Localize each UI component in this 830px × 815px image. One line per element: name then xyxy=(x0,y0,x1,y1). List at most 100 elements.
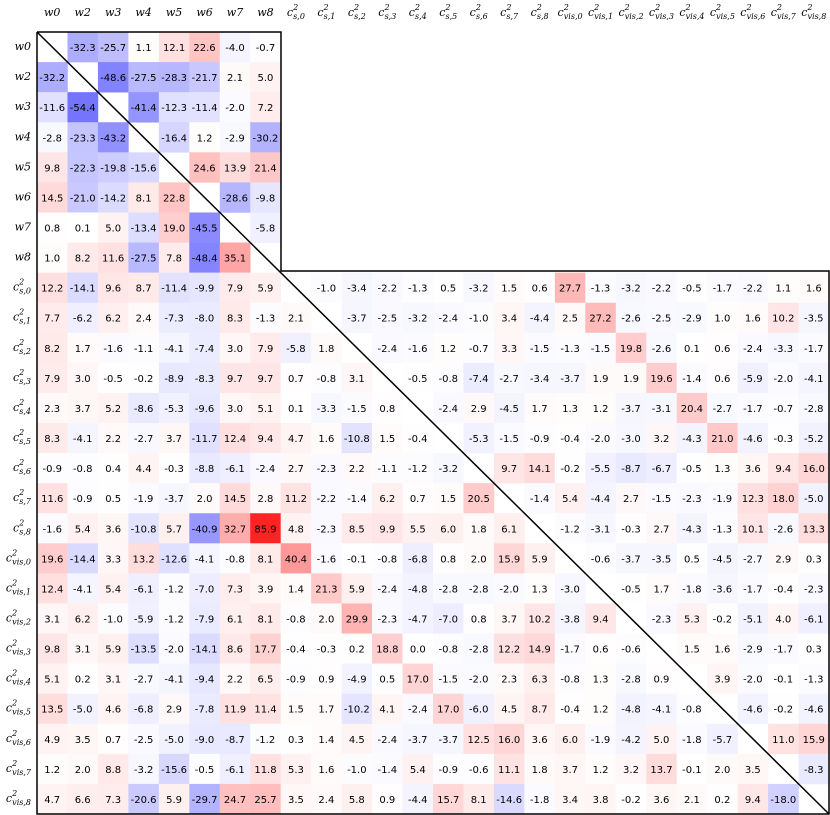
cell-value: -6.0 xyxy=(469,705,489,716)
cell xyxy=(67,152,99,183)
cell xyxy=(97,483,129,514)
cell-value: -1.4 xyxy=(347,494,367,505)
cell-value: 25.7 xyxy=(254,795,276,806)
cell-value: 7.9 xyxy=(44,374,60,385)
cell-value: -1.3 xyxy=(408,284,428,295)
cell-value: 3.6 xyxy=(105,524,121,535)
cell xyxy=(189,633,221,664)
cell xyxy=(798,453,830,484)
cell xyxy=(67,483,99,514)
cell-value: 0.1 xyxy=(288,404,304,415)
cell xyxy=(707,392,738,424)
cell xyxy=(189,693,221,725)
cell-value: -0.5 xyxy=(682,284,702,295)
cell xyxy=(646,272,677,303)
cell-value: -43.2 xyxy=(100,133,126,144)
cell-value: -2.9 xyxy=(682,314,702,325)
cell-value: -27.5 xyxy=(131,73,157,84)
cell xyxy=(37,513,68,544)
cell-value: 17.0 xyxy=(407,675,429,686)
cell xyxy=(219,272,251,303)
cell-value: 2.8 xyxy=(258,494,274,505)
cell-value: 5.3 xyxy=(288,765,304,776)
cell-value: -2.9 xyxy=(743,645,763,656)
cell-value: 3.7 xyxy=(562,765,578,776)
cell-value: 1.2 xyxy=(593,765,609,776)
cell xyxy=(219,453,251,484)
cell xyxy=(128,453,160,484)
cell xyxy=(341,753,373,785)
cell-value: 1.5 xyxy=(501,284,517,295)
cell xyxy=(433,693,464,725)
cell-value: -5.0 xyxy=(164,735,184,746)
cell xyxy=(219,633,251,664)
cell xyxy=(250,753,281,785)
cell xyxy=(219,693,251,725)
cell xyxy=(158,723,190,755)
row-label: w6 xyxy=(15,190,31,203)
cell-value: 15.7 xyxy=(437,795,459,806)
cell-value: -21.7 xyxy=(192,73,218,84)
cell-value: -4.8 xyxy=(408,584,428,595)
label-sup: 2 xyxy=(18,338,24,347)
cell xyxy=(219,513,251,544)
cell xyxy=(189,362,221,394)
label-base: c xyxy=(6,551,12,564)
cell xyxy=(676,753,708,785)
cell xyxy=(280,753,312,785)
cell xyxy=(67,182,99,213)
cell xyxy=(128,603,160,634)
cell-value: -0.4 xyxy=(286,645,306,656)
cell xyxy=(280,663,312,694)
cell xyxy=(37,392,68,424)
cell xyxy=(341,392,373,424)
cell-value: -2.3 xyxy=(804,584,824,595)
cell xyxy=(219,392,251,424)
cell-value: -2.3 xyxy=(378,615,398,626)
cell xyxy=(219,62,251,93)
cell xyxy=(585,783,617,815)
cell xyxy=(646,483,677,514)
cell xyxy=(402,483,434,514)
cell xyxy=(189,573,221,604)
cell-value: -2.7 xyxy=(713,404,733,415)
cell-value: 3.0 xyxy=(227,404,243,415)
cell xyxy=(372,783,403,815)
label-sup: 2 xyxy=(444,3,450,12)
cell-value: 3.1 xyxy=(349,374,365,385)
cell xyxy=(737,543,769,574)
column-label: c2 vis,3 xyxy=(649,3,674,21)
cell xyxy=(463,783,495,815)
cell xyxy=(37,92,68,123)
cell-value: -0.4 xyxy=(408,434,428,445)
cell xyxy=(37,573,68,604)
cell-value: 5.0 xyxy=(654,735,670,746)
cell xyxy=(219,32,251,63)
label-sup: 2 xyxy=(536,3,542,12)
cell-value: -2.5 xyxy=(134,735,154,746)
cell-value: -0.3 xyxy=(164,464,184,475)
cell xyxy=(97,663,129,694)
cell-value: 0.8 xyxy=(44,224,60,235)
cell xyxy=(798,633,830,664)
cell-value: 3.1 xyxy=(105,675,121,686)
cell-value: 0.7 xyxy=(410,494,426,505)
cell xyxy=(524,362,556,394)
cell xyxy=(493,603,525,634)
label-sub: s,4 xyxy=(19,407,31,416)
cell-value: -28.3 xyxy=(161,73,187,84)
cell-value: 3.8 xyxy=(593,795,609,806)
cell-value: -22.3 xyxy=(70,163,96,174)
cell-value: -3.3 xyxy=(774,344,794,355)
cell-value: -2.4 xyxy=(408,705,428,716)
cell xyxy=(707,272,738,303)
cell xyxy=(798,513,830,544)
cell xyxy=(128,423,160,454)
column-label: c2 vis,5 xyxy=(710,3,735,21)
label-base: c xyxy=(13,431,19,444)
cell xyxy=(189,212,221,243)
cell-value: -3.3 xyxy=(317,404,337,415)
cell xyxy=(524,633,556,664)
cell xyxy=(341,423,373,454)
cell-value: 13.3 xyxy=(803,524,825,535)
